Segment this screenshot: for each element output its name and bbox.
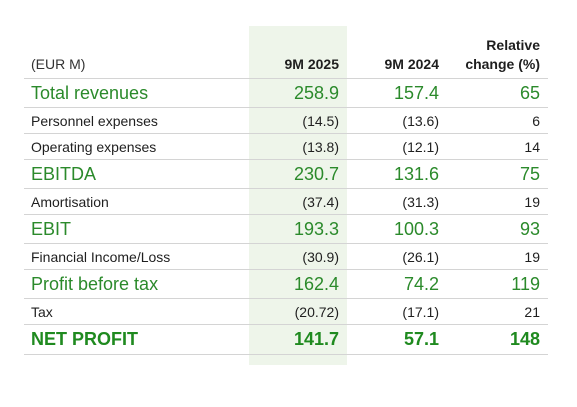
header-relative-change-line1: Relative bbox=[486, 37, 540, 53]
row-label: EBITDA bbox=[24, 159, 249, 189]
value-9m-2024: 100.3 bbox=[347, 214, 447, 244]
value-relative-change: 93 bbox=[447, 214, 548, 244]
value-relative-change: 21 bbox=[447, 298, 548, 325]
value-relative-change: 119 bbox=[447, 269, 548, 299]
table-header-row: (EUR M) 9M 2025 9M 2024 Relative change (… bbox=[24, 26, 548, 79]
table-row: Financial Income/Loss (30.9) (26.1) 19 bbox=[24, 243, 548, 270]
value-relative-change: 75 bbox=[447, 159, 548, 189]
row-label: Amortisation bbox=[24, 188, 249, 215]
table-row: Profit before tax 162.4 74.2 119 bbox=[24, 269, 548, 299]
table-row: EBIT 193.3 100.3 93 bbox=[24, 214, 548, 244]
value-9m-2025: 162.4 bbox=[249, 269, 347, 299]
header-9m-2025: 9M 2025 bbox=[249, 26, 347, 79]
row-label: Tax bbox=[24, 298, 249, 325]
value-9m-2025: (14.5) bbox=[249, 107, 347, 134]
table-row: EBITDA 230.7 131.6 75 bbox=[24, 159, 548, 189]
value-relative-change: 148 bbox=[447, 324, 548, 355]
value-9m-2024: 131.6 bbox=[347, 159, 447, 189]
value-9m-2025: (20.72) bbox=[249, 298, 347, 325]
value-9m-2024: (13.6) bbox=[347, 107, 447, 134]
header-relative-change-line2: change (%) bbox=[465, 56, 540, 72]
header-9m-2024: 9M 2024 bbox=[347, 26, 447, 79]
table-row: Amortisation (37.4) (31.3) 19 bbox=[24, 188, 548, 215]
value-9m-2025: (30.9) bbox=[249, 243, 347, 270]
row-label: EBIT bbox=[24, 214, 249, 244]
row-label: Financial Income/Loss bbox=[24, 243, 249, 270]
value-9m-2024: (12.1) bbox=[347, 133, 447, 160]
value-9m-2025: 141.7 bbox=[249, 324, 347, 355]
table-row: Operating expenses (13.8) (12.1) 14 bbox=[24, 133, 548, 160]
unit-label: (EUR M) bbox=[24, 26, 249, 79]
value-9m-2025: (13.8) bbox=[249, 133, 347, 160]
value-9m-2024: (26.1) bbox=[347, 243, 447, 270]
value-9m-2024: (17.1) bbox=[347, 298, 447, 325]
table-row: Tax (20.72) (17.1) 21 bbox=[24, 298, 548, 325]
value-9m-2024: (31.3) bbox=[347, 188, 447, 215]
row-label: NET PROFIT bbox=[24, 324, 249, 355]
table-row: Total revenues 258.9 157.4 65 bbox=[24, 78, 548, 108]
row-label: Total revenues bbox=[24, 78, 249, 108]
value-9m-2025: 193.3 bbox=[249, 214, 347, 244]
value-relative-change: 19 bbox=[447, 188, 548, 215]
value-relative-change: 6 bbox=[447, 107, 548, 134]
table-row: Personnel expenses (14.5) (13.6) 6 bbox=[24, 107, 548, 134]
value-9m-2024: 157.4 bbox=[347, 78, 447, 108]
value-9m-2024: 74.2 bbox=[347, 269, 447, 299]
header-relative-change: Relative change (%) bbox=[447, 26, 548, 79]
income-statement-table: (EUR M) 9M 2025 9M 2024 Relative change (… bbox=[24, 26, 548, 355]
value-relative-change: 19 bbox=[447, 243, 548, 270]
value-relative-change: 14 bbox=[447, 133, 548, 160]
row-label: Operating expenses bbox=[24, 133, 249, 160]
table-row: NET PROFIT 141.7 57.1 148 bbox=[24, 324, 548, 355]
value-9m-2025: 258.9 bbox=[249, 78, 347, 108]
row-label: Personnel expenses bbox=[24, 107, 249, 134]
value-9m-2025: 230.7 bbox=[249, 159, 347, 189]
value-relative-change: 65 bbox=[447, 78, 548, 108]
value-9m-2025: (37.4) bbox=[249, 188, 347, 215]
row-label: Profit before tax bbox=[24, 269, 249, 299]
value-9m-2024: 57.1 bbox=[347, 324, 447, 355]
